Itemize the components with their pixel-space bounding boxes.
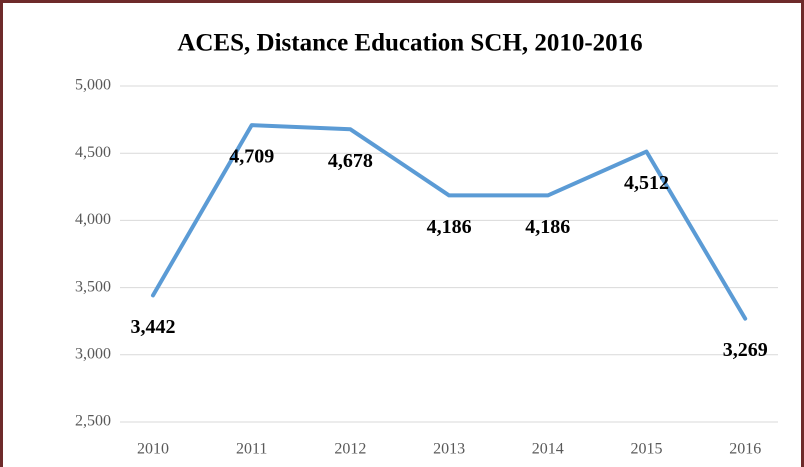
x-tick-label: 2015: [631, 441, 663, 458]
x-tick-label: 2011: [236, 441, 267, 458]
chart-title: ACES, Distance Education SCH, 2010-2016: [177, 30, 642, 57]
x-tick-label: 2010: [137, 441, 169, 458]
y-tick-label: 4,000: [75, 211, 111, 228]
y-tick-label: 3,000: [75, 345, 111, 362]
data-label: 4,709: [229, 146, 274, 168]
y-tick-label: 5,000: [75, 77, 111, 94]
data-label: 4,186: [427, 216, 472, 238]
data-label: 4,186: [525, 216, 570, 238]
data-label: 4,678: [328, 150, 373, 172]
y-tick-label: 3,500: [75, 278, 111, 295]
series-line: [151, 123, 748, 321]
x-tick-label: 2016: [729, 441, 761, 458]
y-tick-label: 4,500: [75, 144, 111, 161]
data-label: 3,269: [723, 339, 768, 361]
x-tick-label: 2014: [532, 441, 564, 458]
data-label: 4,512: [624, 172, 669, 194]
x-tick-label: 2012: [334, 441, 366, 458]
data-label: 3,442: [131, 316, 176, 338]
y-tick-label: 2,500: [75, 413, 111, 430]
x-tick-label: 2013: [433, 441, 465, 458]
